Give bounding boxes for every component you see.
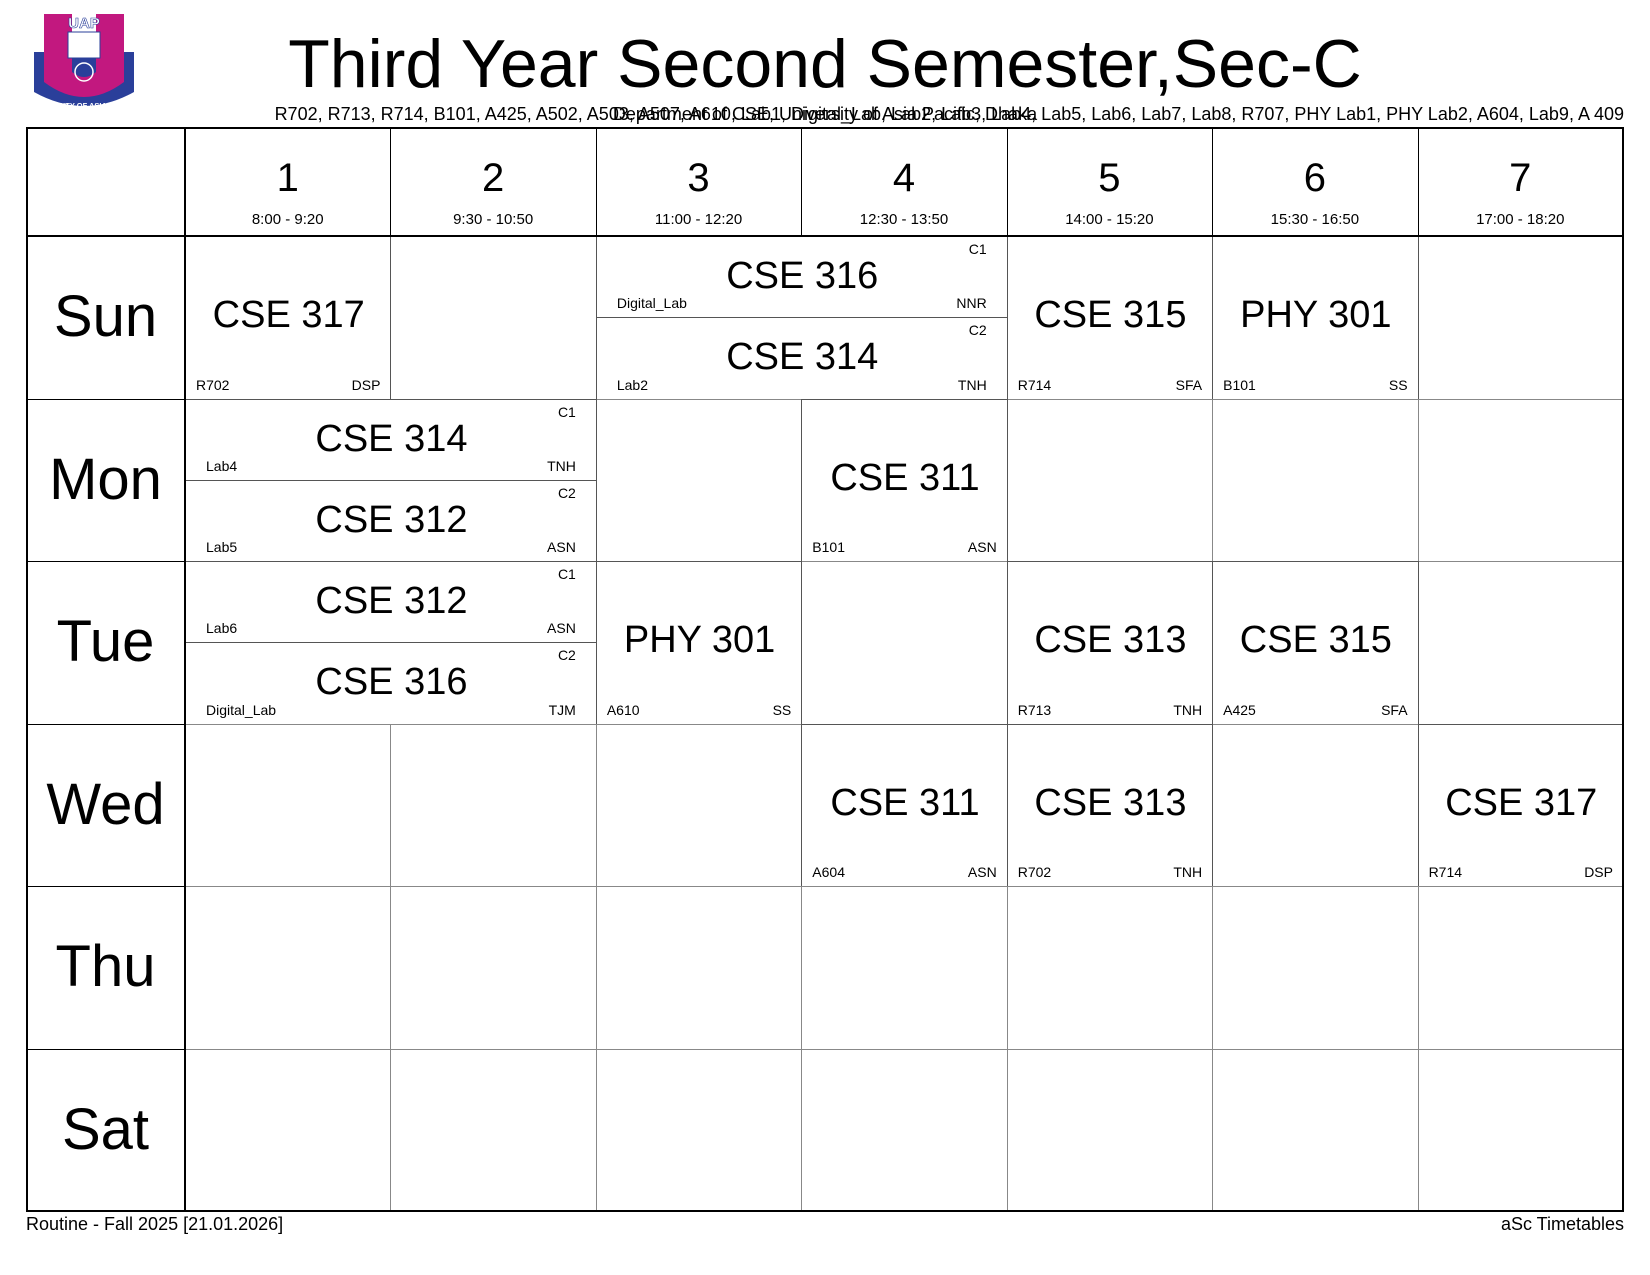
day-name: Thu bbox=[55, 934, 156, 999]
footer-left: Routine - Fall 2025 [21.01.2026] bbox=[26, 1214, 284, 1234]
teacher: DSP bbox=[351, 376, 381, 393]
room: B101 bbox=[812, 539, 845, 555]
course: CSE 312 bbox=[315, 580, 468, 622]
course: CSE 314 bbox=[726, 336, 879, 379]
group: C1 bbox=[557, 566, 576, 582]
course: CSE 313 bbox=[1034, 619, 1187, 661]
teacher: DSP bbox=[1584, 864, 1613, 880]
room: Lab2 bbox=[616, 376, 648, 393]
room: Lab6 bbox=[206, 620, 238, 637]
course: CSE 317 bbox=[212, 294, 365, 336]
day-name: Tue bbox=[56, 609, 155, 674]
period-time: 12:30 - 13:50 bbox=[859, 211, 949, 228]
room: R702 bbox=[196, 376, 230, 393]
course: PHY 301 bbox=[623, 619, 776, 661]
period-time: 8:00 - 9:20 bbox=[251, 211, 324, 228]
course: CSE 311 bbox=[830, 781, 980, 824]
teacher: NNR bbox=[956, 295, 987, 312]
room: R714 bbox=[1017, 376, 1052, 393]
period-time: 15:30 - 16:50 bbox=[1270, 211, 1360, 228]
teacher: SFA bbox=[1175, 376, 1203, 393]
teacher: ASN bbox=[967, 864, 997, 880]
course: CSE 313 bbox=[1034, 781, 1187, 824]
day-name: Sun bbox=[53, 284, 158, 349]
frame bbox=[26, 127, 1624, 1212]
period-number: 6 bbox=[1303, 156, 1326, 200]
room: Lab4 bbox=[206, 457, 238, 474]
lesson-cell: CSE 317 R714 DSP bbox=[1417, 723, 1624, 887]
day-rule bbox=[184, 127, 186, 1211]
day-name: Wed bbox=[46, 771, 165, 837]
teacher: SFA bbox=[1381, 701, 1408, 718]
period-number: 1 bbox=[276, 156, 299, 200]
department: Department of CSE, University of Asia Pa… bbox=[612, 104, 1038, 124]
period-time: 11:00 - 12:20 bbox=[654, 211, 743, 228]
logo-name: UNIVERSITY OF ASIA PACIFIC bbox=[30, 101, 139, 110]
teacher: TNH bbox=[957, 376, 987, 393]
lesson-cell: CSE 311 B101 ASN bbox=[801, 398, 1008, 562]
footer-right: aSc Timetables bbox=[1500, 1214, 1624, 1234]
course: PHY 301 bbox=[1240, 294, 1392, 336]
course: CSE 316 bbox=[726, 255, 879, 297]
course: CSE 314 bbox=[315, 417, 468, 460]
lesson-cell: CSE 315 R714 SFA bbox=[1006, 236, 1214, 400]
room: Digital_Lab bbox=[206, 701, 277, 718]
course: CSE 311 bbox=[830, 456, 980, 499]
room: A425 bbox=[1223, 701, 1256, 718]
room: R714 bbox=[1428, 864, 1463, 880]
course: CSE 316 bbox=[315, 661, 468, 704]
course: CSE 317 bbox=[1445, 781, 1598, 824]
teacher: SS bbox=[772, 701, 792, 718]
logo-abbr: UAP bbox=[68, 15, 100, 32]
logo: UAP UNIVERSITY OF ASIA PACIFIC bbox=[30, 14, 139, 110]
group: C2 bbox=[968, 322, 987, 339]
lesson-cell: CSE 312 C2 Lab5 ASN bbox=[185, 479, 597, 562]
teacher: ASN bbox=[967, 539, 997, 555]
teacher: TNH bbox=[547, 457, 576, 474]
header-rule bbox=[26, 235, 1623, 237]
period-time: 9:30 - 10:50 bbox=[453, 211, 534, 228]
teacher: TNH bbox=[1173, 701, 1203, 718]
rooms-list: R702, R713, R714, B101, A425, A502, A503… bbox=[274, 104, 1624, 124]
day-name: Mon bbox=[49, 446, 162, 512]
room: A604 bbox=[812, 864, 845, 880]
lesson-cell: PHY 301 A610 SS bbox=[595, 561, 803, 725]
period-number: 7 bbox=[1509, 156, 1532, 200]
lesson-cell: CSE 315 A425 SFA bbox=[1212, 561, 1419, 725]
room: R713 bbox=[1017, 701, 1052, 718]
group: C1 bbox=[968, 241, 987, 257]
group: C2 bbox=[557, 484, 576, 501]
group: C2 bbox=[557, 647, 576, 664]
room: A610 bbox=[606, 701, 640, 718]
room: R702 bbox=[1017, 864, 1052, 880]
room: Digital_Lab bbox=[616, 295, 687, 312]
teacher: SS bbox=[1388, 376, 1408, 393]
period-time: 14:00 - 15:20 bbox=[1065, 211, 1154, 228]
period-time: 17:00 - 18:20 bbox=[1476, 211, 1565, 228]
room: Lab5 bbox=[206, 539, 238, 555]
period-number: 3 bbox=[687, 156, 710, 200]
room: B101 bbox=[1223, 376, 1256, 393]
title: Third Year Second Semester,Sec-C bbox=[288, 26, 1362, 102]
teacher: TNH bbox=[1173, 864, 1203, 880]
course: CSE 315 bbox=[1239, 619, 1392, 661]
lesson-cell: CSE 316 C1 Digital_Lab NNR bbox=[595, 236, 1008, 319]
period-number: 2 bbox=[482, 156, 505, 200]
lesson-cell: CSE 316 C2 Digital_Lab TJM bbox=[185, 642, 597, 725]
teacher: TJM bbox=[548, 701, 576, 718]
period-number: 4 bbox=[892, 156, 916, 200]
teacher: ASN bbox=[547, 539, 576, 555]
teacher: ASN bbox=[547, 620, 576, 637]
course: CSE 315 bbox=[1034, 294, 1187, 336]
group: C1 bbox=[557, 403, 576, 420]
course: CSE 312 bbox=[315, 498, 468, 541]
lesson-cell: CSE 313 R713 TNH bbox=[1006, 561, 1214, 725]
period-number: 5 bbox=[1098, 156, 1121, 200]
day-name: Sat bbox=[61, 1096, 150, 1162]
